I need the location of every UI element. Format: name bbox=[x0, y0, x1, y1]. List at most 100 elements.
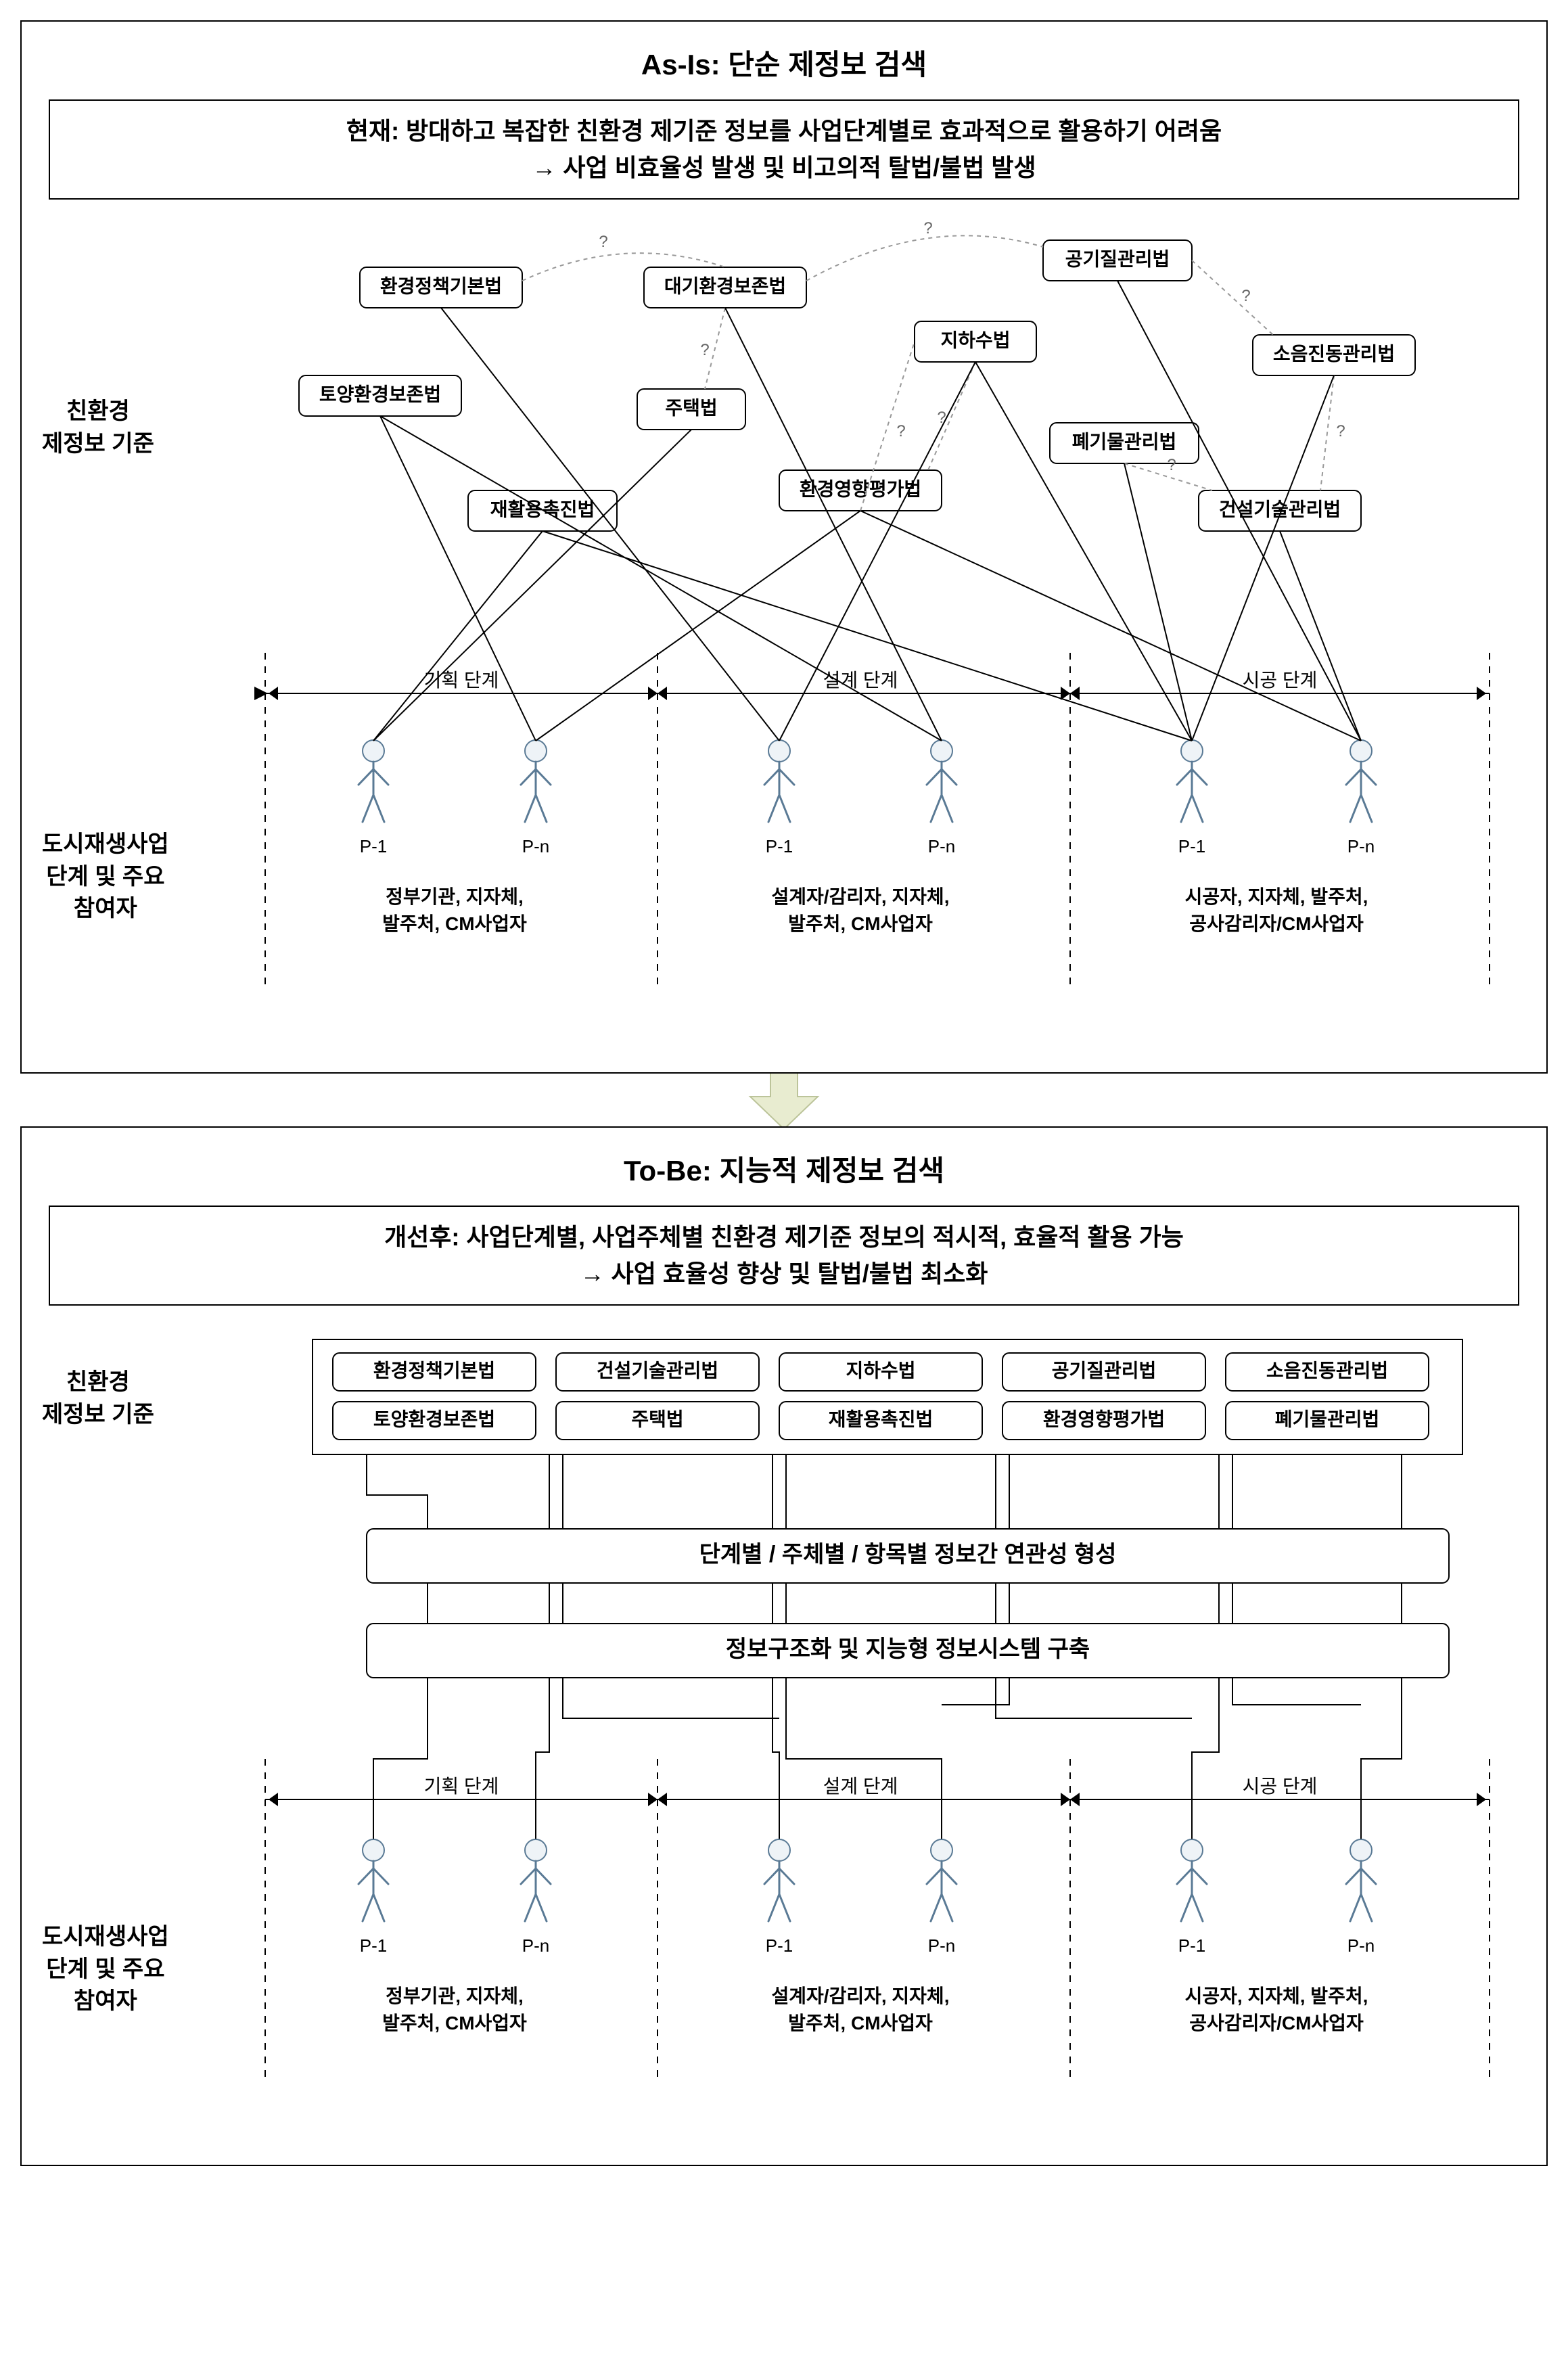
svg-text:주택법: 주택법 bbox=[665, 397, 717, 418]
asis-left-label-standards: 친환경제정보 기준 bbox=[42, 396, 154, 460]
tobe-law-r2-4: 폐기물관리법 bbox=[1226, 1402, 1429, 1440]
asis-subtitle-line2: → 사업 비효율성 발생 및 비고의적 탈법/불법 발생 bbox=[532, 154, 1036, 181]
asis-law-l7: 소음진동관리법 bbox=[1253, 335, 1415, 375]
person-icon bbox=[521, 740, 551, 822]
tobe-law-r2-1: 주택법 bbox=[556, 1402, 759, 1440]
tobe-phase-3: 시공 단계 bbox=[1243, 1776, 1318, 1797]
svg-text:재활용촉진법: 재활용촉진법 bbox=[829, 1408, 933, 1429]
svg-text:?: ? bbox=[700, 341, 709, 359]
svg-text:정부기관, 지자체,: 정부기관, 지자체, bbox=[386, 886, 524, 907]
asis-subtitle-line1: 현재: 방대하고 복잡한 친환경 제기준 정보를 사업단계별로 효과적으로 활용… bbox=[346, 117, 1222, 145]
svg-text:?: ? bbox=[937, 409, 946, 427]
asis-title: As-Is: 단순 제정보 검색 bbox=[49, 42, 1519, 83]
asis-phase-2: 설계 단계 bbox=[823, 670, 898, 691]
svg-text:지하수법: 지하수법 bbox=[940, 329, 1010, 350]
asis-law-l3: 공기질관리법 bbox=[1043, 240, 1192, 281]
svg-text:?: ? bbox=[599, 233, 607, 251]
svg-text:발주처, CM사업자: 발주처, CM사업자 bbox=[382, 2013, 527, 2034]
svg-text:공기질관리법: 공기질관리법 bbox=[1052, 1360, 1157, 1381]
tobe-law-r1-2: 지하수법 bbox=[779, 1353, 982, 1391]
tobe-subtitle-line1: 개선후: 사업단계별, 사업주체별 친환경 제기준 정보의 적시적, 효율적 활… bbox=[384, 1223, 1184, 1251]
svg-text:설계자/감리자, 지자체,: 설계자/감리자, 지자체, bbox=[772, 1985, 950, 2006]
svg-text:P-n: P-n bbox=[522, 1935, 549, 1956]
svg-text:P-1: P-1 bbox=[1178, 836, 1205, 856]
tobe-law-r2-3: 환경영향평가법 bbox=[1002, 1402, 1205, 1440]
connector-arrow-icon bbox=[743, 1070, 825, 1130]
asis-law-l2: 대기환경보존법 bbox=[644, 267, 806, 308]
person-icon bbox=[521, 1839, 551, 1921]
svg-text:설계자/감리자, 지자체,: 설계자/감리자, 지자체, bbox=[772, 886, 950, 907]
asis-canvas: 친환경제정보 기준 도시재생사업단계 및 주요참여자 환경정책기본법 대기환경보… bbox=[49, 220, 1519, 1032]
svg-text:토양환경보존법: 토양환경보존법 bbox=[373, 1408, 495, 1429]
svg-text:정보구조화 및 지능형 정보시스템 구축: 정보구조화 및 지능형 정보시스템 구축 bbox=[726, 1636, 1090, 1662]
svg-text:?: ? bbox=[1336, 422, 1345, 440]
svg-text:단계별 / 주체별 / 항목별 정보간 연관성 형성: 단계별 / 주체별 / 항목별 정보간 연관성 형성 bbox=[699, 1542, 1117, 1567]
tobe-phase-2: 설계 단계 bbox=[823, 1776, 898, 1797]
asis-law-l9: 환경영향평가법 bbox=[779, 470, 942, 511]
tobe-canvas: 친환경제정보 기준 도시재생사업단계 및 주요참여자 환경정책기본법 건설기술관… bbox=[49, 1326, 1519, 2124]
svg-text:P-n: P-n bbox=[928, 836, 955, 856]
asis-law-l11: 건설기술관리법 bbox=[1199, 490, 1361, 531]
person-icon bbox=[359, 740, 388, 822]
tobe-left-label-actors: 도시재생사업단계 및 주요참여자 bbox=[42, 1921, 169, 2018]
svg-text:건설기술관리법: 건설기술관리법 bbox=[597, 1360, 718, 1381]
svg-text:토양환경보존법: 토양환경보존법 bbox=[319, 384, 441, 405]
asis-law-l1: 환경정책기본법 bbox=[360, 267, 522, 308]
svg-text:P-n: P-n bbox=[928, 1935, 955, 1956]
tobe-law-r2-0: 토양환경보존법 bbox=[333, 1402, 536, 1440]
svg-text:폐기물관리법: 폐기물관리법 bbox=[1072, 431, 1177, 452]
svg-text:공사감리자/CM사업자: 공사감리자/CM사업자 bbox=[1189, 2013, 1364, 2034]
asis-panel: As-Is: 단순 제정보 검색 현재: 방대하고 복잡한 친환경 제기준 정보… bbox=[20, 20, 1548, 1074]
svg-text:P-n: P-n bbox=[522, 836, 549, 856]
svg-text:공기질관리법: 공기질관리법 bbox=[1065, 248, 1170, 269]
asis-law-l5: 주택법 bbox=[637, 389, 745, 430]
svg-text:P-1: P-1 bbox=[360, 836, 387, 856]
svg-text:소음진동관리법: 소음진동관리법 bbox=[1273, 343, 1395, 364]
tobe-law-r2-2: 재활용촉진법 bbox=[779, 1402, 982, 1440]
tobe-svg: 환경정책기본법 건설기술관리법 지하수법 공기질관리법 소음진동관리법 토양환경… bbox=[49, 1326, 1510, 2124]
person-icon bbox=[927, 740, 956, 822]
tobe-panel: To-Be: 지능적 제정보 검색 개선후: 사업단계별, 사업주체별 친환경 … bbox=[20, 1126, 1548, 2166]
svg-text:발주처, CM사업자: 발주처, CM사업자 bbox=[788, 913, 933, 934]
svg-text:P-1: P-1 bbox=[360, 1935, 387, 1956]
svg-text:환경영향평가법: 환경영향평가법 bbox=[800, 478, 921, 499]
svg-text:환경영향평가법: 환경영향평가법 bbox=[1043, 1408, 1165, 1429]
person-icon bbox=[764, 740, 794, 822]
svg-text:P-1: P-1 bbox=[1178, 1935, 1205, 1956]
asis-subtitle: 현재: 방대하고 복잡한 친환경 제기준 정보를 사업단계별로 효과적으로 활용… bbox=[49, 99, 1519, 200]
tobe-left-label-standards: 친환경제정보 기준 bbox=[42, 1367, 154, 1431]
svg-text:공사감리자/CM사업자: 공사감리자/CM사업자 bbox=[1189, 913, 1364, 934]
svg-text:소음진동관리법: 소음진동관리법 bbox=[1266, 1360, 1388, 1381]
asis-svg: 환경정책기본법 대기환경보존법 공기질관리법 토양환경보존법 주택법 지하수법 bbox=[49, 220, 1510, 1032]
svg-text:발주처, CM사업자: 발주처, CM사업자 bbox=[788, 2013, 933, 2034]
person-icon bbox=[359, 1839, 388, 1921]
tobe-title: To-Be: 지능적 제정보 검색 bbox=[49, 1148, 1519, 1189]
tobe-law-r1-1: 건설기술관리법 bbox=[556, 1353, 759, 1391]
svg-text:건설기술관리법: 건설기술관리법 bbox=[1219, 499, 1341, 520]
asis-law-l4: 토양환경보존법 bbox=[299, 375, 461, 416]
svg-text:?: ? bbox=[896, 422, 905, 440]
svg-text:?: ? bbox=[1241, 287, 1250, 305]
svg-text:정부기관, 지자체,: 정부기관, 지자체, bbox=[386, 1985, 524, 2006]
tobe-law-r1-3: 공기질관리법 bbox=[1002, 1353, 1205, 1391]
svg-text:시공자, 지자체, 발주처,: 시공자, 지자체, 발주처, bbox=[1185, 1985, 1368, 2006]
tobe-phase-1: 기획 단계 bbox=[424, 1776, 499, 1797]
person-icon bbox=[764, 1839, 794, 1921]
tobe-law-r1-0: 환경정책기본법 bbox=[333, 1353, 536, 1391]
asis-law-l10: 폐기물관리법 bbox=[1050, 423, 1199, 463]
svg-text:폐기물관리법: 폐기물관리법 bbox=[1275, 1408, 1380, 1429]
svg-text:P-n: P-n bbox=[1347, 836, 1375, 856]
person-icon bbox=[1177, 740, 1207, 822]
tobe-law-r1-4: 소음진동관리법 bbox=[1226, 1353, 1429, 1391]
asis-phase-3: 시공 단계 bbox=[1243, 670, 1318, 691]
asis-left-label-actors: 도시재생사업단계 및 주요참여자 bbox=[42, 829, 169, 925]
person-icon bbox=[1177, 1839, 1207, 1921]
svg-text:P-1: P-1 bbox=[766, 836, 793, 856]
svg-text:대기환경보존법: 대기환경보존법 bbox=[664, 275, 786, 296]
svg-text:P-1: P-1 bbox=[766, 1935, 793, 1956]
svg-text:환경정책기본법: 환경정책기본법 bbox=[380, 275, 502, 296]
svg-text:지하수법: 지하수법 bbox=[846, 1360, 915, 1381]
svg-text:발주처, CM사업자: 발주처, CM사업자 bbox=[382, 913, 527, 934]
tobe-subtitle: 개선후: 사업단계별, 사업주체별 친환경 제기준 정보의 적시적, 효율적 활… bbox=[49, 1206, 1519, 1306]
svg-text:P-n: P-n bbox=[1347, 1935, 1375, 1956]
